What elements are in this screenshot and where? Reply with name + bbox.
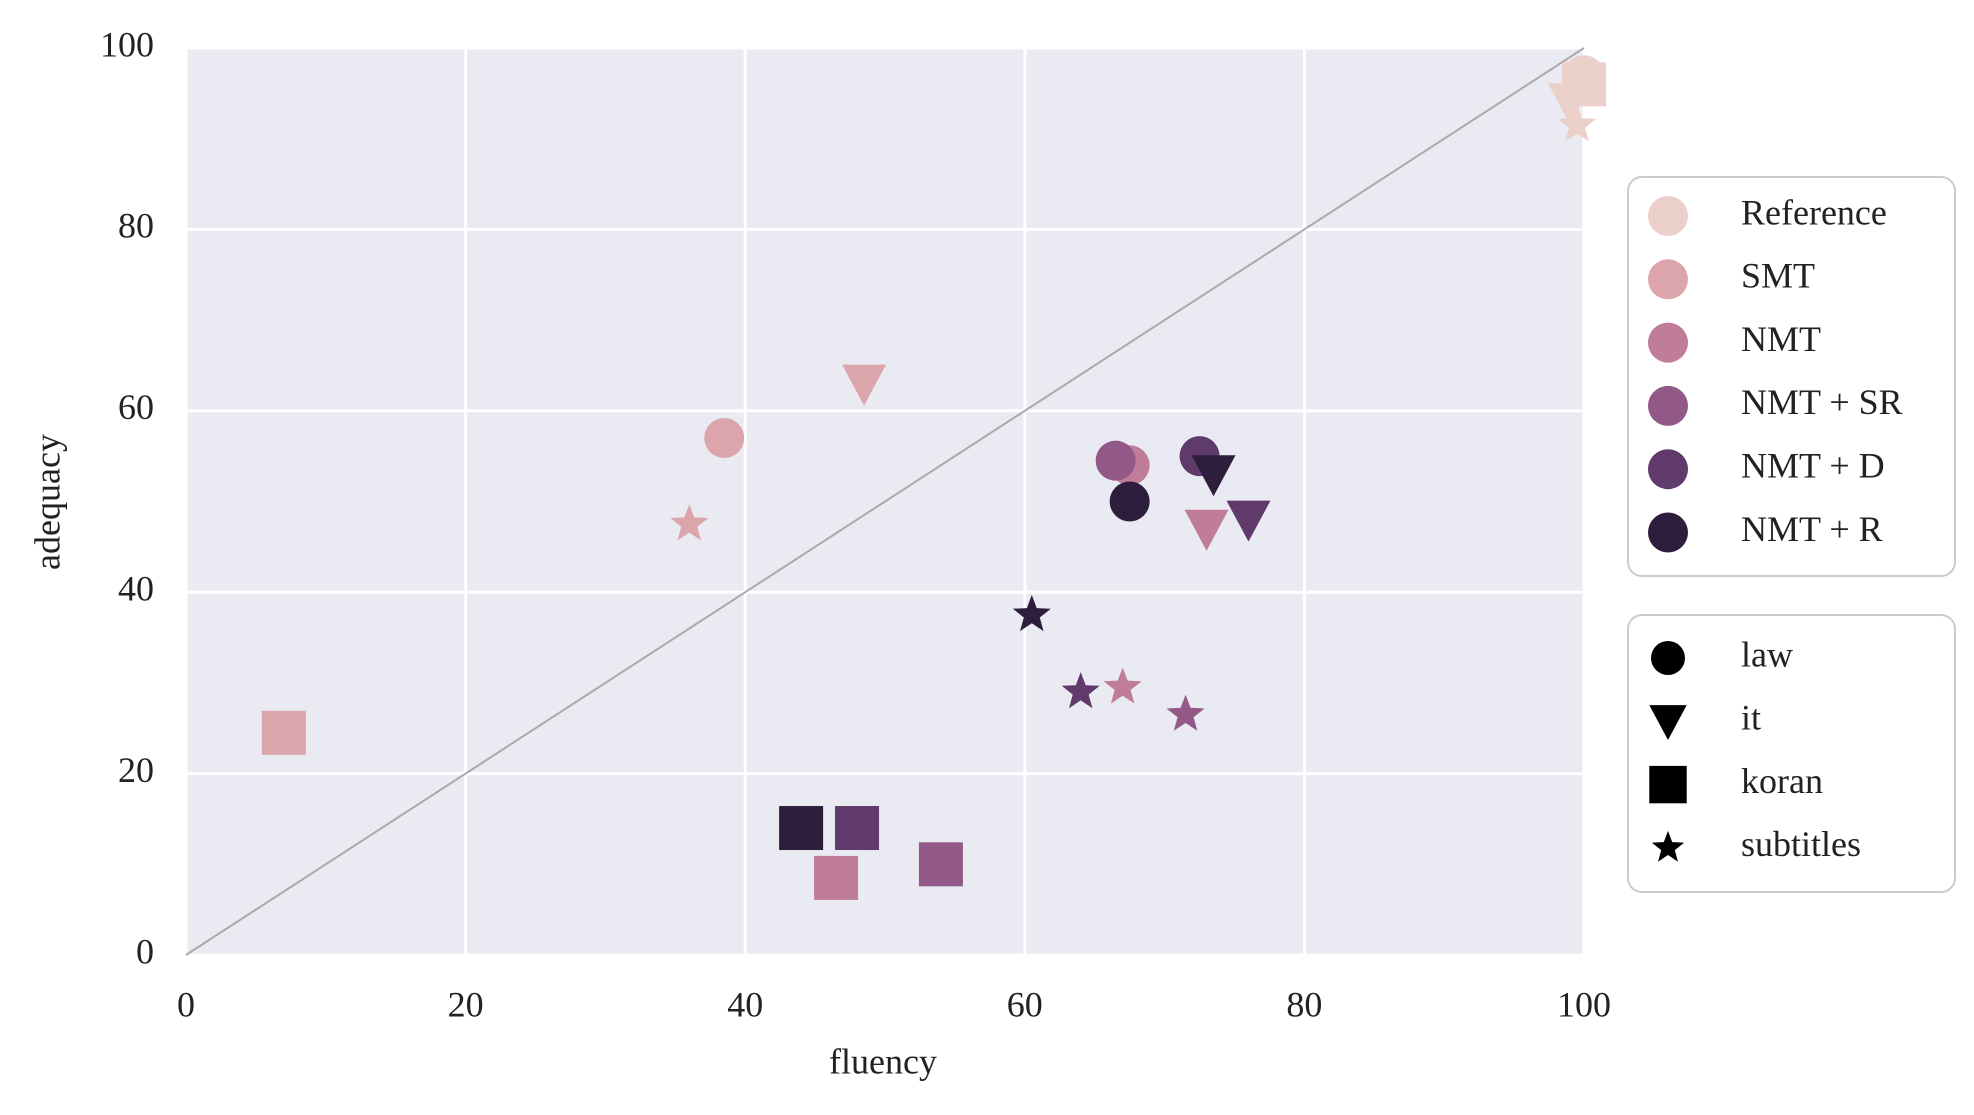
point [842, 364, 887, 406]
point [918, 842, 963, 887]
x-tick-label: 0 [177, 984, 195, 1024]
point [1109, 481, 1150, 522]
legend-label: NMT + SR [1741, 382, 1903, 422]
point [1191, 455, 1236, 497]
legend-marker [1648, 512, 1688, 553]
legend-label: law [1741, 634, 1793, 674]
x-tick-label: 100 [1557, 984, 1611, 1024]
y-tick-label: 0 [136, 931, 154, 971]
point [1012, 594, 1051, 632]
point [261, 710, 306, 755]
point [670, 504, 709, 541]
y-tick-label: 100 [100, 24, 154, 64]
point [1061, 672, 1100, 709]
point [704, 418, 745, 459]
legend-marker [1651, 641, 1685, 675]
point [1166, 694, 1205, 731]
legend-marker [1648, 196, 1688, 236]
point [1103, 667, 1142, 704]
point [1095, 440, 1136, 481]
legend-marker [1648, 322, 1688, 363]
x-tick-label: 40 [727, 984, 763, 1024]
legend-label: it [1741, 698, 1761, 738]
diagonal-line [185, 47, 1585, 956]
point [814, 855, 859, 900]
legend-marker [1648, 385, 1688, 426]
legend-label: koran [1741, 761, 1823, 801]
point [779, 806, 824, 851]
legend-box [1627, 176, 1956, 577]
point [1226, 500, 1271, 542]
legend-marker [1651, 830, 1685, 862]
y-tick-label: 40 [118, 568, 154, 608]
legend-label: NMT + D [1741, 445, 1885, 485]
x-axis-label: fluency [829, 1041, 937, 1081]
legend-marker [1648, 259, 1688, 300]
legend-marker [1648, 449, 1688, 490]
legend-label: Reference [1741, 192, 1887, 232]
point [835, 806, 880, 851]
y-tick-label: 20 [118, 750, 154, 790]
legend-box [1627, 614, 1956, 893]
y-tick-label: 60 [118, 387, 154, 427]
legend-marker [1649, 765, 1687, 804]
legend-label: SMT [1741, 256, 1815, 296]
legend-label: NMT + R [1741, 509, 1883, 549]
y-tick-label: 80 [118, 206, 154, 246]
point [1562, 62, 1606, 107]
legend-label: NMT [1741, 319, 1821, 359]
legend-label: subtitles [1741, 824, 1861, 864]
x-tick-label: 80 [1286, 984, 1322, 1024]
y-axis-label: adequacy [27, 434, 67, 570]
point [1558, 105, 1596, 142]
x-tick-label: 20 [448, 984, 484, 1024]
legend-marker [1649, 705, 1687, 740]
point [1184, 509, 1229, 551]
x-tick-label: 60 [1007, 984, 1043, 1024]
